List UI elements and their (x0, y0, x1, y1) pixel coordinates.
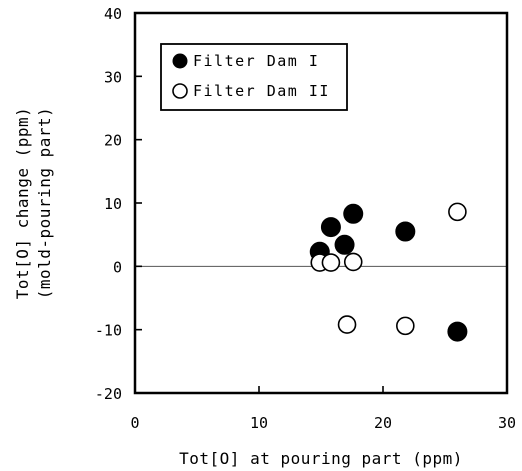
y-tick-label: 20 (104, 132, 122, 150)
legend-marker-filter-dam-2 (172, 83, 188, 99)
y-axis-title-line-2: (mold-pouring part) (35, 107, 54, 300)
filter-dam-2-point (448, 202, 467, 222)
legend-label-filter-dam-2: Filter Dam II (193, 82, 330, 100)
legend-label-filter-dam-1: Filter Dam I (193, 52, 319, 70)
x-tick-label: 0 (130, 414, 139, 432)
y-tick-label: -10 (95, 322, 122, 340)
filter-dam-1-point (343, 203, 364, 224)
filter-dam-1-point (320, 217, 341, 238)
x-axis-title: Tot[O] at pouring part (ppm) (179, 449, 463, 468)
legend: Filter Dam I Filter Dam II (160, 43, 348, 111)
y-tick-label: 10 (104, 195, 122, 213)
y-tick-label: 0 (113, 258, 122, 276)
filter-dam-2-point (343, 252, 363, 272)
filter-dam-1-point (395, 221, 416, 242)
filter-dam-2-point (321, 253, 341, 272)
x-tick-label: 20 (374, 414, 392, 432)
y-tick-label: 40 (104, 5, 122, 23)
x-tick-label: 30 (498, 414, 516, 432)
filter-dam-2-point (396, 316, 415, 336)
legend-marker-filter-dam-1 (172, 53, 188, 69)
legend-box (160, 43, 348, 111)
x-tick-label: 10 (250, 414, 268, 432)
y-tick-label: -20 (95, 385, 122, 403)
filter-dam-2-point (337, 315, 357, 334)
filter-dam-1-point (447, 321, 468, 342)
filter-dam-1-point (334, 234, 355, 255)
y-tick-label: 30 (104, 68, 122, 86)
y-axis-title-line-1: Tot[O] change (ppm) (13, 107, 32, 300)
